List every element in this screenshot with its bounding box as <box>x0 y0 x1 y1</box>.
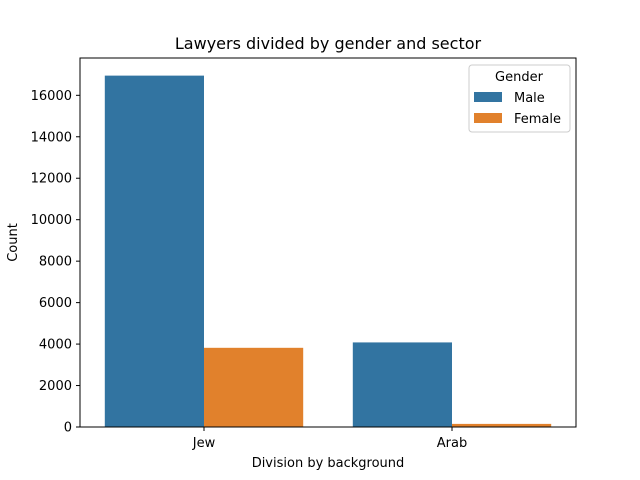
legend-label-female: Female <box>514 112 561 127</box>
legend-title: Gender <box>495 70 544 85</box>
x-axis: Jew Arab <box>192 427 467 451</box>
y-tick-label: 12000 <box>31 172 72 187</box>
legend-swatch-male <box>474 92 502 102</box>
y-tick-label: 10000 <box>31 213 72 228</box>
legend-swatch-female <box>474 113 502 123</box>
bar-male-arab <box>352 342 452 427</box>
y-axis: 0 2000 4000 6000 8000 10000 12000 14000 16000 <box>31 89 80 436</box>
legend-label-male: Male <box>514 91 545 106</box>
y-tick-label: 2000 <box>39 379 72 394</box>
y-tick-label: 16000 <box>31 89 72 104</box>
bar-male-jew <box>104 75 204 427</box>
y-tick-label: 6000 <box>39 296 72 311</box>
y-tick-label: 0 <box>64 421 72 436</box>
plot-frame <box>79 57 577 428</box>
y-axis-label: Count <box>6 223 21 262</box>
y-tick-label: 8000 <box>39 255 72 270</box>
bars-layer <box>104 75 552 427</box>
chart-title: Lawyers divided by gender and sector <box>175 34 482 53</box>
x-tick-label: Jew <box>192 436 216 451</box>
bar-female-jew <box>204 347 304 427</box>
x-tick-label: Arab <box>437 436 467 451</box>
legend: Gender Male Female <box>468 64 571 133</box>
y-tick-label: 14000 <box>31 130 72 145</box>
y-tick-label: 4000 <box>39 338 72 353</box>
x-axis-label: Division by background <box>252 456 405 471</box>
bar-female-arab <box>452 423 552 427</box>
